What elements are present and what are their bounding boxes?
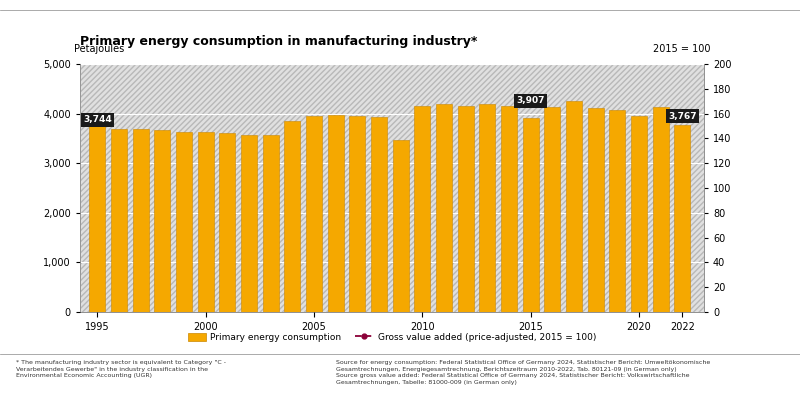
Bar [414, 106, 430, 312]
Bar [133, 130, 149, 312]
Bar [587, 108, 604, 312]
Bar [111, 130, 127, 312]
Text: * The manufacturing industry sector is equivalent to Category "C -
Verarbeitende: * The manufacturing industry sector is e… [16, 360, 226, 378]
Bar [522, 118, 538, 312]
Text: 3,744: 3,744 [83, 115, 112, 124]
Bar [371, 116, 387, 312]
Bar [436, 104, 452, 312]
Bar [327, 115, 344, 312]
Text: 3,767: 3,767 [668, 112, 697, 121]
Bar [631, 116, 647, 312]
Bar [306, 116, 322, 312]
Text: 2015 = 100: 2015 = 100 [653, 44, 710, 54]
Bar [458, 106, 474, 312]
Bar [501, 106, 517, 312]
Text: 100: 100 [522, 184, 540, 192]
Text: 71: 71 [91, 220, 104, 228]
Bar [653, 107, 669, 312]
Bar [198, 132, 214, 312]
Bar [262, 135, 278, 312]
Bar [154, 130, 170, 312]
Bar [176, 132, 192, 312]
Bar [393, 140, 409, 312]
Text: 3,907: 3,907 [517, 96, 545, 105]
Bar [241, 136, 257, 312]
Text: Source for energy consumption: Federal Statistical Office of Germany 2024, Stati: Source for energy consumption: Federal S… [336, 360, 710, 385]
Bar [219, 134, 235, 312]
Bar [284, 120, 301, 312]
Bar [544, 107, 561, 312]
Text: Petajoules: Petajoules [74, 44, 124, 54]
Bar [350, 116, 366, 312]
Bar [674, 125, 690, 312]
Text: Primary energy consumption in manufacturing industry*: Primary energy consumption in manufactur… [80, 35, 478, 48]
Text: 104: 104 [673, 178, 692, 188]
Bar [610, 110, 626, 312]
Bar [566, 101, 582, 312]
Bar [479, 104, 495, 312]
Bar [90, 126, 106, 312]
Legend: Primary energy consumption, Gross value added (price-adjusted, 2015 = 100): Primary energy consumption, Gross value … [184, 329, 600, 346]
